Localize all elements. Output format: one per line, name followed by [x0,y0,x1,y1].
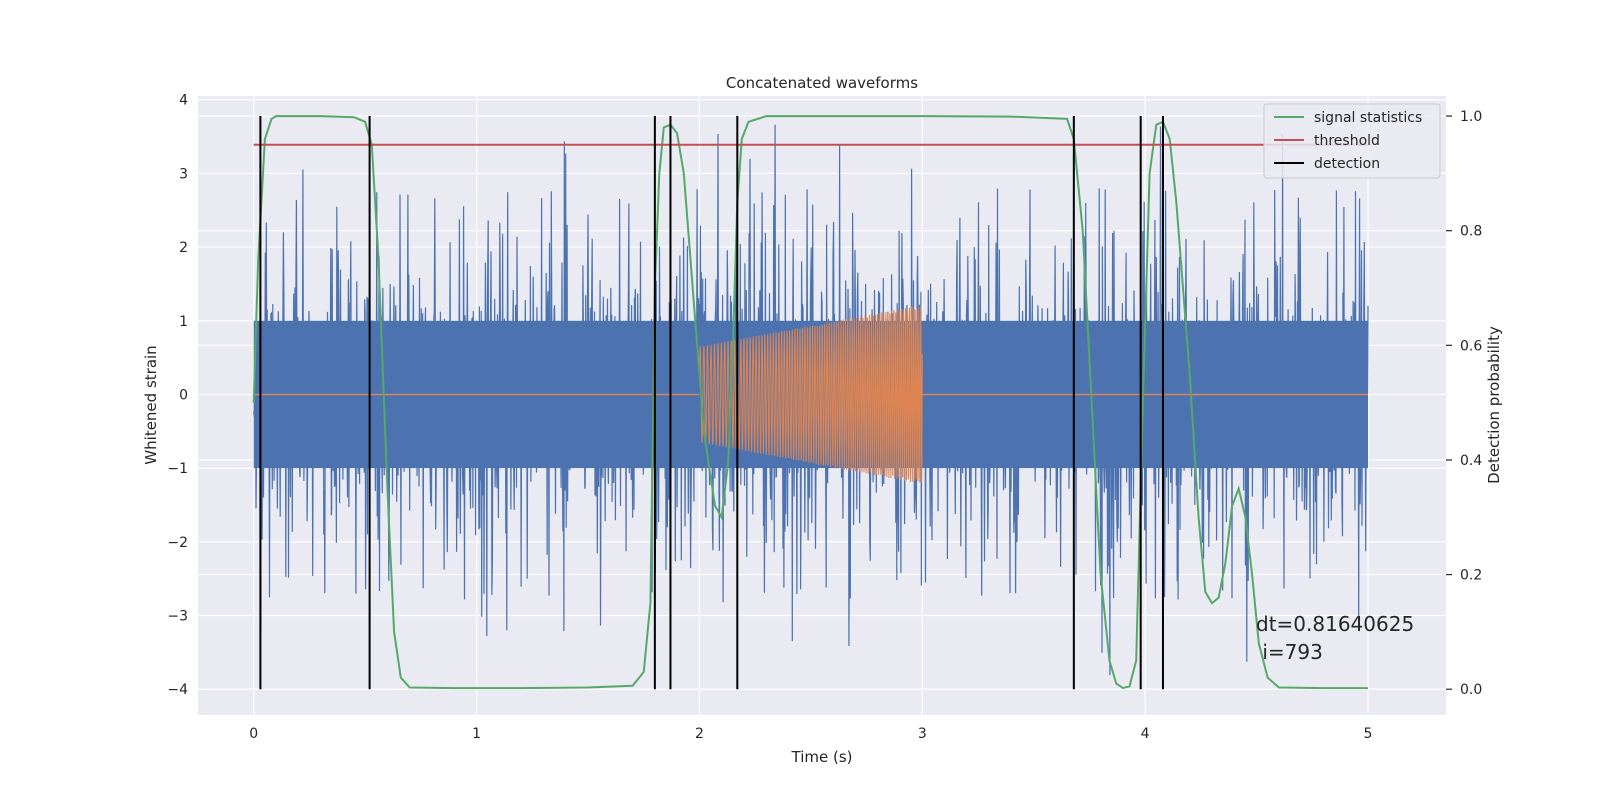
series-signal-statistics [252,115,1368,690]
y-right-tick-label: 0.8 [1460,224,1482,240]
legend-label-detection: detection [1314,156,1380,172]
ticks: 0 1 2 3 4 5 −4 −3 −2 −1 0 1 2 3 4 0.0 0.2 0.4 0.6 0.8 1.0 [167,93,1482,742]
series-layer [252,115,1369,690]
annotation-dt: dt=0.81640625 [1256,612,1414,636]
y-axis-label: Whitened strain [142,345,160,464]
y-tick-label: 1 [179,314,188,330]
legend: signal statistics threshold detection [1263,103,1441,179]
y-right-tick-label: 1.0 [1460,109,1482,125]
y-right-tick-label: 0.0 [1460,682,1482,698]
y-tick-label: −1 [167,461,188,477]
annotation-i: i=793 [1256,640,1323,664]
y-right-tick-label: 0.4 [1460,453,1482,469]
series-detection [259,116,1164,690]
y-tick-label: −3 [167,609,188,625]
chart-title: Concatenated waveforms [726,74,918,92]
y-tick-label: −4 [167,682,188,698]
y-axis-right-label: Detection probability [1485,326,1503,484]
legend-box [1263,103,1441,179]
y-tick-label: 4 [179,93,188,109]
x-tick-label: 3 [918,726,927,742]
x-tick-label: 5 [1364,726,1373,742]
legend-label-signal-statistics: signal statistics [1314,110,1422,126]
x-tick-label: 4 [1141,726,1150,742]
y-tick-label: −2 [167,535,188,551]
x-tick-label: 2 [695,726,704,742]
y-tick-label: 2 [179,240,188,256]
x-tick-label: 0 [249,726,258,742]
x-axis-label: Time (s) [791,748,853,766]
signal-statistics-line [252,115,1368,690]
annotation: dt=0.81640625 i=793 [1256,612,1414,664]
y-right-tick-label: 0.6 [1460,338,1482,354]
x-tick-label: 1 [472,726,481,742]
y-tick-label: 0 [179,387,188,403]
legend-label-threshold: threshold [1314,133,1380,149]
y-tick-label: 3 [179,166,188,182]
y-right-tick-label: 0.2 [1460,568,1482,584]
